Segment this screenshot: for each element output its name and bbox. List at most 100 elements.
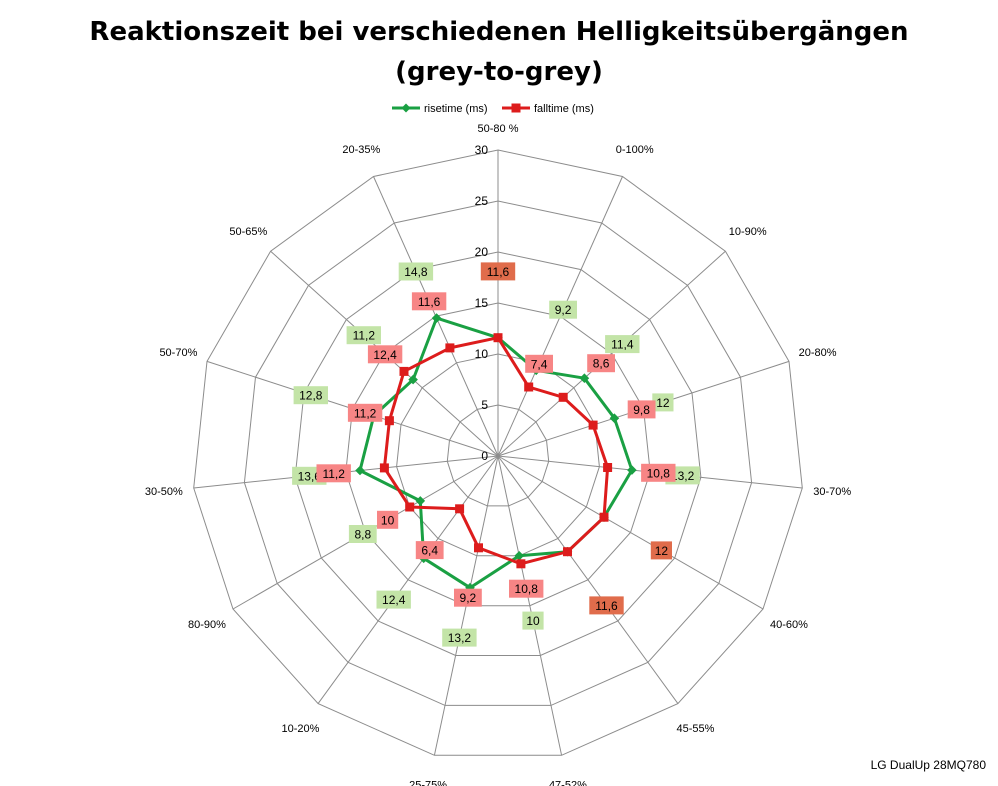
radar-grid — [193, 149, 803, 756]
tick-label: 20 — [475, 245, 489, 259]
data-label-bg — [549, 300, 577, 319]
data-label-bg — [316, 464, 351, 483]
data-point — [455, 504, 465, 514]
data-label-bg — [442, 628, 477, 647]
tick-label: 30 — [475, 143, 489, 157]
data-label: 7,4 — [531, 357, 548, 371]
legend-label: falltime (ms) — [534, 103, 594, 115]
grid-ring — [193, 149, 803, 756]
data-point — [514, 551, 524, 561]
data-label: 13,6 — [298, 469, 322, 483]
tick-label: 0 — [481, 449, 488, 463]
data-label: 12,8 — [299, 389, 323, 403]
data-label: 9,8 — [633, 403, 650, 417]
data-point — [399, 366, 409, 376]
data-label: 9,2 — [460, 591, 477, 605]
data-label-bg — [641, 463, 676, 482]
grid-spoke — [317, 455, 499, 704]
chart-title-line1: Reaktionszeit bei verschiedenen Helligke… — [89, 17, 909, 47]
chart-title: Reaktionszeit bei verschiedenen Helligke… — [0, 12, 998, 92]
data-label-bg — [480, 262, 516, 281]
data-label-bg — [293, 386, 328, 405]
category-label: 20-35% — [342, 144, 380, 156]
series-line-risetime — [358, 316, 634, 590]
data-point — [415, 496, 426, 506]
data-label-bg — [650, 541, 672, 560]
data-point — [588, 420, 598, 430]
data-label: 6,4 — [421, 544, 438, 558]
data-label: 13,2 — [448, 631, 472, 645]
data-label-bg — [347, 403, 383, 422]
data-label: 11,6 — [418, 295, 441, 309]
category-label: 0-100% — [616, 144, 654, 156]
category-label: 30-70% — [813, 486, 851, 498]
series-line-falltime — [382, 336, 610, 566]
data-label: 11,2 — [353, 329, 376, 343]
data-label-bg — [605, 335, 640, 354]
category-label: 50-80 % — [478, 123, 519, 135]
data-point — [384, 416, 394, 426]
data-point — [408, 374, 418, 385]
grid-ring — [294, 251, 702, 656]
data-label-bg — [415, 541, 444, 560]
data-label-bg — [367, 345, 403, 364]
data-point — [599, 512, 609, 522]
data-label: 8,6 — [593, 357, 610, 371]
tick-label: 25 — [475, 194, 489, 208]
data-point — [493, 333, 503, 343]
data-label: 12 — [655, 544, 669, 558]
data-label: 13,2 — [671, 469, 695, 483]
category-label: 30-50% — [145, 486, 183, 498]
data-point — [516, 559, 526, 569]
legend: risetime (ms) falltime (ms) — [392, 103, 594, 115]
data-label-bg — [589, 596, 624, 615]
data-label: 11,4 — [611, 338, 634, 352]
data-point — [431, 313, 442, 323]
data-label: 14,8 — [404, 265, 428, 279]
category-label: 10-20% — [282, 723, 320, 735]
data-label-bg — [376, 590, 411, 609]
data-point — [563, 547, 572, 557]
data-point — [579, 373, 590, 383]
grid-spoke — [497, 455, 764, 610]
category-label: 80-90% — [188, 619, 226, 631]
data-point — [524, 382, 534, 392]
data-label: 11,2 — [354, 406, 377, 420]
category-label: 47-52% — [549, 780, 587, 786]
radar-category-labels: 50-80 % 0-100% 10-90% 20-80% 30-70% 40-60% 45-… — [145, 123, 852, 786]
data-label-bg — [587, 354, 615, 373]
data-label-bg — [525, 354, 553, 373]
data-label-bg — [411, 292, 447, 311]
data-label: 9,2 — [555, 303, 572, 317]
grid-spoke — [497, 250, 726, 457]
category-label: 10-90% — [729, 226, 767, 238]
grid-ring — [345, 302, 651, 607]
data-label: 10,8 — [515, 582, 539, 596]
legend-marker — [511, 103, 521, 113]
tick-label: 5 — [481, 398, 488, 412]
data-label-bg — [346, 326, 381, 345]
data-label-bg — [522, 611, 544, 630]
data-label-bg — [454, 588, 482, 607]
category-label: 40-60% — [770, 619, 808, 631]
tick-label: 15 — [475, 296, 489, 310]
data-label: 12 — [656, 396, 670, 410]
category-label: 50-70% — [159, 347, 197, 359]
data-label: 10 — [526, 614, 540, 628]
category-label: 50-65% — [229, 226, 267, 238]
category-label: 20-80% — [799, 347, 837, 359]
grid-ring — [243, 200, 753, 706]
data-label-bg — [509, 579, 544, 598]
data-label-bg — [377, 510, 399, 529]
category-label: 25-75% — [409, 780, 447, 786]
data-label: 11,6 — [487, 265, 510, 279]
data-label: 8,8 — [354, 528, 371, 542]
tick-label: 10 — [475, 347, 489, 361]
data-label: 12,4 — [382, 593, 406, 607]
data-label: 12,4 — [373, 348, 397, 362]
category-label: 45-55% — [677, 723, 715, 735]
grid-spoke — [497, 455, 679, 704]
data-label-bg — [398, 262, 434, 281]
footer-note: LG DualUp 28MQ780 — [870, 758, 986, 772]
